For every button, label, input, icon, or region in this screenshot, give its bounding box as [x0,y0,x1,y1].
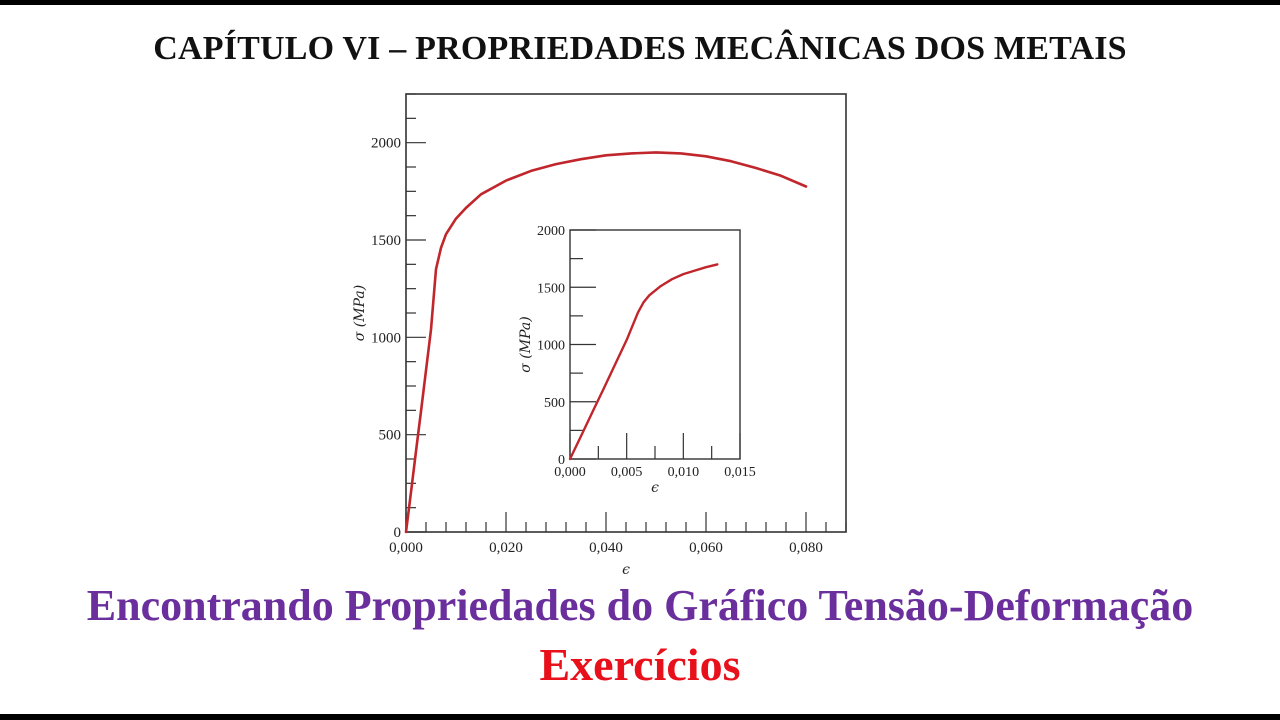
bottom-border [0,714,1280,720]
top-border [0,0,1280,5]
x-tick-label: 0,060 [689,540,723,556]
x-tick-label: 0,000 [554,465,586,480]
y-tick-label: 0 [394,525,402,541]
stress-strain-curve [404,151,808,534]
y-tick-label: 1500 [537,281,565,296]
y-tick-label: 500 [379,428,402,444]
x-tick-label: 0,010 [668,465,700,480]
subtitle: Encontrando Propriedades do Gráfico Tens… [86,581,1194,630]
inset-chart: 0,000 0,005 0,010 0,015 0 500 1000 1500 2000 ϵ σ (… [518,224,756,496]
x-axis-label: ϵ [622,562,630,578]
y-axis-label: σ (MPa) [352,285,368,341]
x-tick-label: 0,000 [389,540,423,556]
x-tick-label: 0,040 [589,540,623,556]
y-tick-label: 2000 [371,136,401,152]
y-tick-label: 1500 [371,233,401,249]
y-tick-label: 2000 [537,224,565,239]
x-tick-label: 0,080 [789,540,823,556]
exercises-label: Exercícios [539,639,741,690]
x-axis-label: ϵ [651,480,659,496]
x-tick-label: 0,005 [611,465,643,480]
x-tick-label: 0,015 [724,465,756,480]
chapter-heading: CAPÍTULO VI – PROPRIEDADES MECÂNICAS DOS… [153,30,1127,67]
y-tick-label: 1000 [537,339,565,354]
y-tick-label: 1000 [371,330,401,346]
x-tick-label: 0,020 [489,540,523,556]
y-axis-label: σ (MPa) [518,316,534,372]
stress-strain-curve [568,263,719,461]
plot-frame [569,229,741,460]
y-tick-label: 500 [544,396,565,411]
y-tick-label: 0 [558,453,565,468]
